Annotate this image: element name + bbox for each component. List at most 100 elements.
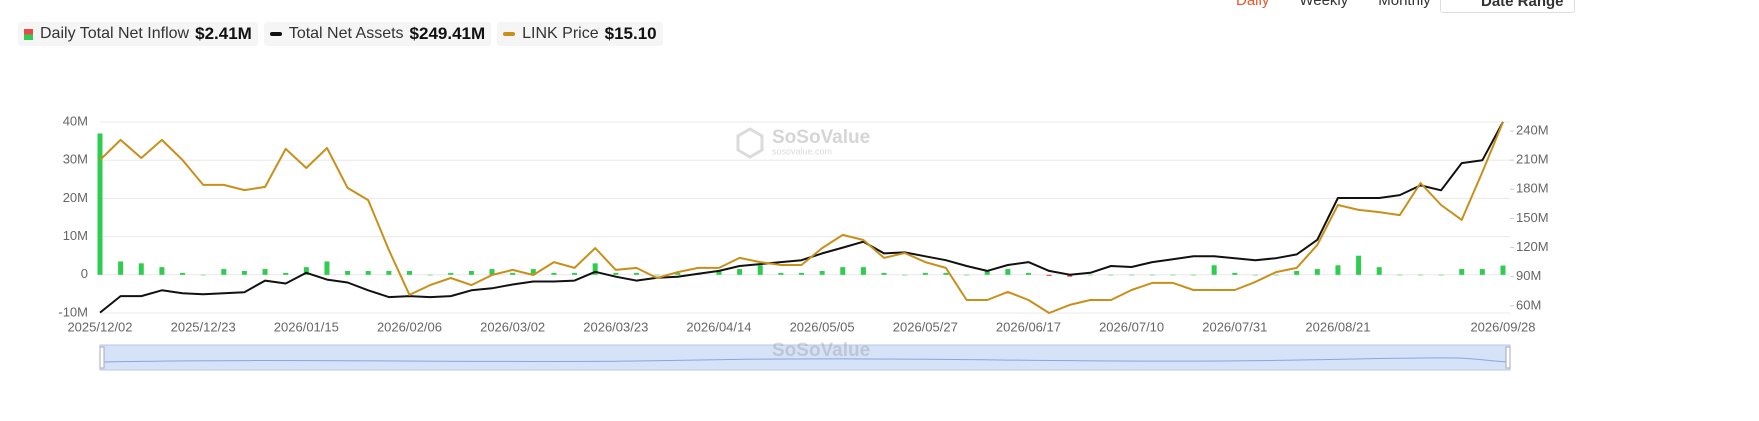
bar — [1252, 274, 1258, 276]
bar — [778, 272, 784, 275]
bar — [1149, 274, 1155, 276]
bar — [345, 270, 351, 275]
bar — [1335, 265, 1341, 275]
legend: Daily Total Net Inflow $2.41M Total Net As… — [18, 22, 663, 46]
y-tick-label: 30M — [63, 152, 88, 167]
control-daily[interactable]: Daily — [1236, 0, 1270, 9]
navigator[interactable] — [99, 344, 1511, 371]
bar — [303, 267, 309, 275]
y2-tick-label: 240M — [1516, 122, 1549, 137]
bar — [1397, 274, 1403, 276]
watermark: SoSoValue sosovalue.com — [736, 127, 870, 159]
line — [99, 121, 1504, 314]
line — [99, 121, 1504, 314]
bar — [97, 133, 103, 275]
bar — [448, 272, 454, 275]
legend-value: $15.10 — [604, 24, 657, 43]
x-tick-label: 2026/06/17 — [996, 319, 1061, 334]
bar — [675, 272, 681, 275]
bar — [572, 272, 578, 275]
legend-icon — [503, 32, 516, 36]
bar — [860, 267, 866, 275]
y-tick-label: 40M — [63, 113, 88, 128]
legend-value: $249.41M — [409, 24, 486, 43]
bar — [241, 270, 247, 275]
x-tick-label: 2026/07/31 — [1202, 319, 1267, 334]
x-tick-label: 2026/04/14 — [686, 319, 751, 334]
x-tick-label: 2026/09/28 — [1470, 319, 1535, 334]
bar — [1211, 265, 1217, 275]
bar — [964, 274, 970, 276]
y-tick-label: 10M — [63, 228, 88, 243]
x-tick-label: 2025/12/23 — [171, 319, 236, 334]
bar — [1438, 274, 1444, 276]
bar — [757, 265, 763, 275]
legend-item[interactable]: Daily Total Net Inflow $2.41M — [18, 22, 258, 46]
bar — [1314, 269, 1320, 275]
bar — [737, 269, 743, 275]
bar — [1025, 272, 1031, 275]
bar — [633, 272, 639, 275]
legend-label: LINK Price — [522, 25, 599, 42]
control-weekly[interactable]: Weekly — [1299, 0, 1349, 9]
control-monthly[interactable]: Monthly — [1378, 0, 1431, 9]
bar — [716, 270, 722, 275]
legend-item[interactable]: Total Net Assets $249.41M — [263, 22, 492, 46]
y-tick-label: 0 — [81, 266, 88, 281]
bar — [427, 274, 433, 276]
bar — [1356, 255, 1362, 275]
date-range-button[interactable]: Date Range — [1440, 0, 1575, 13]
bar — [118, 261, 124, 275]
bar — [922, 272, 928, 275]
y2-tick-label: 90M — [1516, 268, 1541, 283]
legend-icon — [24, 28, 33, 40]
y2-tick-label: 180M — [1516, 181, 1549, 196]
bar — [840, 267, 846, 275]
bar — [510, 272, 516, 275]
bar — [654, 274, 660, 276]
bar — [138, 263, 144, 275]
bar — [551, 272, 557, 275]
bar — [159, 267, 165, 275]
bar — [1273, 274, 1279, 276]
x-tick-label: 2026/08/21 — [1305, 319, 1370, 334]
y2-tick-label: 60M — [1516, 297, 1541, 312]
bar — [943, 272, 949, 275]
navigator-preview — [102, 357, 1508, 363]
bar — [365, 270, 371, 275]
watermark-brand: SoSoValue — [772, 127, 870, 148]
y-tick-label: -10M — [58, 304, 88, 319]
x-tick-label: 2026/03/23 — [583, 319, 648, 334]
bar — [180, 272, 186, 275]
bar — [386, 270, 392, 275]
bar — [1087, 274, 1093, 276]
navigator-handle[interactable] — [99, 346, 105, 369]
bar — [283, 272, 289, 275]
bar — [221, 269, 227, 275]
watermark-site: sosovalue.com — [772, 146, 832, 156]
bar — [799, 272, 804, 275]
bar — [1417, 274, 1423, 276]
legend-icon — [269, 32, 282, 36]
watermark-brand: SoSoValue — [772, 340, 870, 361]
bar — [406, 270, 412, 275]
bar — [200, 274, 206, 276]
bar — [324, 261, 330, 275]
y2-tick-label: 120M — [1516, 239, 1549, 254]
x-tick-label: 2026/05/05 — [790, 319, 855, 334]
bar — [1232, 272, 1238, 275]
bar — [1108, 274, 1114, 276]
legend-label: Total Net Assets — [288, 25, 404, 42]
bar — [1191, 274, 1197, 276]
x-tick-label: 2025/12/02 — [67, 319, 132, 334]
navigator-handle[interactable] — [1505, 346, 1511, 369]
x-tick-label: 2026/01/15 — [274, 319, 339, 334]
legend-item[interactable]: LINK Price $15.10 — [497, 22, 663, 46]
bar — [468, 270, 474, 275]
bar — [262, 269, 268, 275]
bar — [1005, 269, 1011, 275]
bar — [1376, 267, 1382, 275]
bar — [819, 270, 825, 275]
